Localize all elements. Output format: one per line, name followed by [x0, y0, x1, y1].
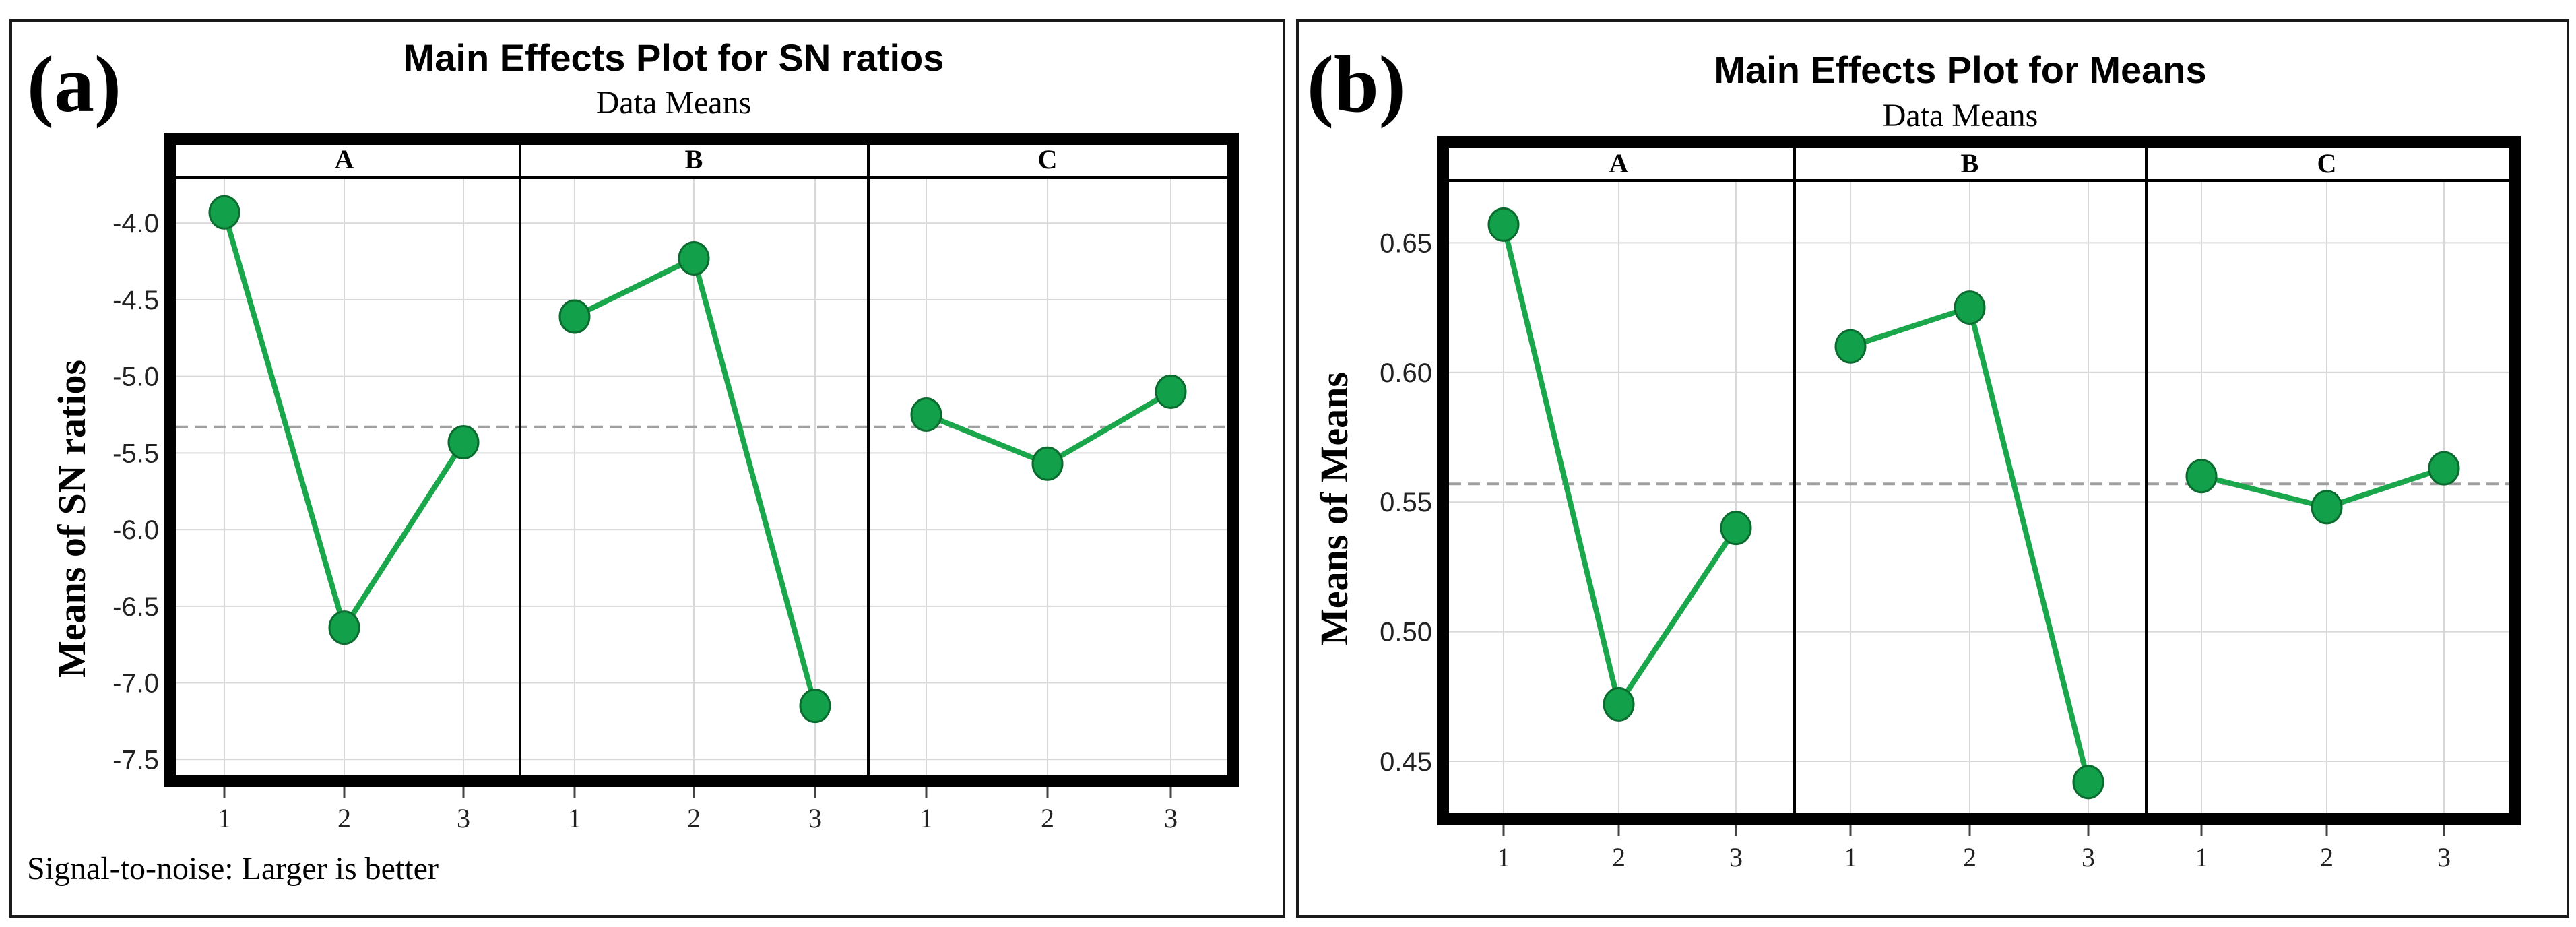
y-tick-label: 0.65 [1380, 228, 1432, 258]
panel-a-y-axis-label: Means of SN ratios [50, 360, 94, 678]
data-point-C-3 [1155, 374, 1187, 409]
x-tick-label: 2 [1041, 803, 1054, 833]
panel-a-y-ticks: -7.5 -7.0 -6.5 -6.0 -5.5 -5.0 -4.5 -4.0 [112, 209, 159, 775]
x-tick-label: 1 [568, 803, 581, 833]
y-tick-label: -6.0 [112, 515, 159, 545]
x-tick-label: 2 [2320, 842, 2333, 872]
panel-a-grid [176, 177, 1227, 775]
data-point-A-2 [1603, 686, 1635, 722]
panel-b-y-axis-label: Means of Means [1312, 372, 1356, 645]
x-tick-label: 3 [1729, 842, 1743, 872]
x-tick-label: 2 [337, 803, 351, 833]
x-tick-label: 1 [2195, 842, 2208, 872]
panel-b-title: Main Effects Plot for Means [1714, 49, 2206, 91]
x-tick-label: 1 [920, 803, 933, 833]
x-tick-label: 3 [457, 803, 470, 833]
panel-a-series [208, 195, 1187, 724]
panel-a-title: Main Effects Plot for SN ratios [404, 36, 944, 79]
data-point-B-2 [1954, 290, 1986, 325]
panel-b: (b) Main Effects Plot for Means Data Mea… [1296, 19, 2569, 918]
x-tick-label: 3 [2082, 842, 2095, 872]
panel-a: (a) Main Effects Plot for SN ratios Data… [9, 19, 1285, 918]
panel-a-factor-label-C: C [1038, 144, 1058, 174]
panel-b-series [1487, 207, 2460, 800]
panel-b-x-ticks: 1 2 3 1 2 3 1 2 3 [1497, 825, 2451, 872]
y-tick-label: 0.50 [1380, 618, 1432, 647]
panel-a-footnote: Signal-to-noise: Larger is better [27, 851, 439, 887]
data-point-A-1 [208, 195, 240, 230]
y-tick-label: -4.0 [112, 209, 159, 238]
y-tick-label: -5.0 [112, 362, 159, 392]
panel-a-plot-frame [164, 133, 1239, 787]
data-point-C-1 [910, 397, 942, 433]
panel-b-y-ticks: 0.45 0.50 0.55 0.60 0.65 [1380, 228, 1432, 777]
data-point-C-2 [2311, 490, 2343, 525]
panel-b-grid [1449, 181, 2509, 813]
data-point-A-2 [328, 610, 360, 645]
panel-b-factor-label-A: A [1609, 148, 1629, 179]
x-tick-label: 3 [808, 803, 822, 833]
y-tick-label: -4.5 [112, 286, 159, 315]
panel-b-factor-label-C: C [2317, 148, 2337, 179]
panel-b-plot-frame [1437, 136, 2521, 825]
panel-b-border [1296, 19, 2569, 918]
y-tick-label: -7.5 [112, 745, 159, 775]
y-tick-label: -5.5 [112, 439, 159, 468]
x-tick-label: 3 [2437, 842, 2451, 872]
panel-a-subtitle: Data Means [596, 85, 752, 121]
x-tick-label: 2 [687, 803, 701, 833]
data-point-C-3 [2428, 451, 2460, 486]
series-line-B [573, 255, 818, 707]
x-tick-label: 3 [1164, 803, 1178, 833]
data-point-B-2 [678, 241, 710, 276]
data-point-A-3 [447, 424, 480, 459]
data-point-B-3 [799, 689, 831, 724]
data-point-B-3 [2072, 765, 2104, 800]
data-point-B-1 [558, 299, 591, 334]
x-tick-label: 1 [218, 803, 231, 833]
data-point-B-1 [1834, 329, 1867, 364]
y-tick-label: -6.5 [112, 592, 159, 622]
panel-b-factor-label-B: B [1961, 148, 1979, 179]
x-tick-label: 2 [1963, 842, 1976, 872]
y-tick-label: 0.60 [1380, 358, 1432, 388]
panel-a-factor-label-B: B [685, 144, 703, 174]
x-tick-label: 1 [1497, 842, 1510, 872]
y-tick-label: 0.45 [1380, 747, 1432, 777]
panel-b-label: (b) [1307, 39, 1406, 129]
y-tick-label: -7.0 [112, 669, 159, 699]
panel-a-label: (a) [27, 39, 121, 129]
panel-b-subtitle: Data Means [1883, 98, 2038, 133]
data-point-C-1 [2185, 459, 2218, 494]
y-tick-label: 0.55 [1380, 488, 1432, 517]
panel-a-factor-label-A: A [335, 144, 354, 174]
panel-a-x-ticks: 1 2 3 1 2 3 1 2 3 [218, 787, 1178, 833]
panel-a-border [9, 19, 1285, 918]
data-point-A-3 [1720, 511, 1752, 546]
data-point-C-2 [1031, 446, 1064, 481]
x-tick-label: 1 [1844, 842, 1857, 872]
x-tick-label: 2 [1612, 842, 1625, 872]
data-point-A-1 [1487, 207, 1520, 242]
